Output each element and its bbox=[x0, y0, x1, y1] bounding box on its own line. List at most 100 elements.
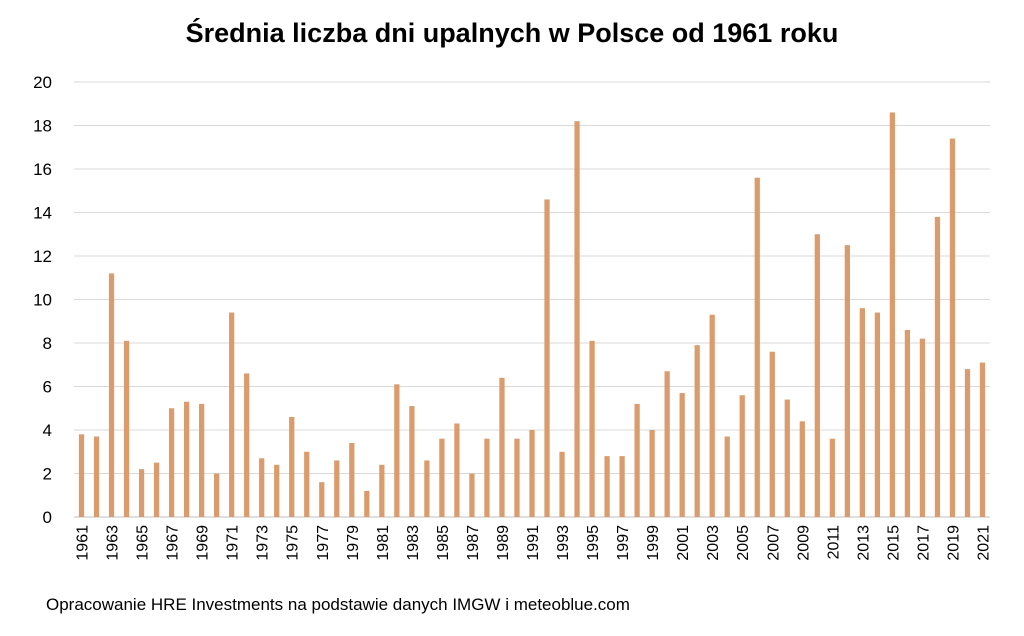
x-tick-label: 1977 bbox=[315, 525, 332, 561]
x-tick-label: 1969 bbox=[195, 525, 212, 561]
bar-1984 bbox=[424, 460, 430, 517]
y-tick-label: 6 bbox=[43, 378, 52, 397]
bar-1994 bbox=[574, 121, 580, 518]
bar-1962 bbox=[93, 436, 100, 517]
bar-2013 bbox=[859, 308, 865, 517]
bar-1976 bbox=[304, 451, 310, 517]
x-tick-label: 2017 bbox=[915, 525, 932, 561]
bar-1972 bbox=[244, 373, 250, 517]
y-tick-label: 18 bbox=[33, 117, 52, 136]
bar-1982 bbox=[394, 384, 400, 517]
y-axis-ticks: 0 2 4 6 8 10 12 14 16 18 20 bbox=[33, 73, 52, 527]
bar-1997 bbox=[619, 456, 625, 517]
bar-2012 bbox=[844, 245, 850, 517]
x-tick-label: 1989 bbox=[495, 525, 512, 561]
x-tick-label: 1983 bbox=[405, 525, 422, 561]
bar-1983 bbox=[409, 406, 415, 517]
chart-title: Średnia liczba dni upalnych w Polsce od … bbox=[185, 18, 839, 48]
bar-1989 bbox=[499, 377, 505, 517]
y-tick-label: 10 bbox=[33, 291, 52, 310]
bar-2006 bbox=[754, 177, 760, 517]
y-tick-label: 16 bbox=[33, 160, 52, 179]
bar-1996 bbox=[604, 456, 610, 517]
x-tick-label: 2005 bbox=[735, 525, 752, 561]
bar-1965 bbox=[138, 469, 145, 517]
y-tick-label: 2 bbox=[43, 465, 52, 484]
bar-1979 bbox=[349, 443, 355, 517]
bar-1990 bbox=[514, 438, 520, 517]
bar-1974 bbox=[274, 464, 280, 517]
source-note: Opracowanie HRE Investments na podstawie… bbox=[46, 595, 630, 614]
x-tick-label: 2013 bbox=[855, 525, 872, 561]
bar-1993 bbox=[559, 451, 565, 517]
y-tick-label: 8 bbox=[43, 334, 52, 353]
x-tick-label: 1987 bbox=[465, 525, 482, 561]
bar-1998 bbox=[634, 403, 640, 517]
bar-1992 bbox=[544, 199, 550, 517]
x-tick-label: 2019 bbox=[945, 525, 962, 561]
x-tick-label: 1961 bbox=[75, 525, 92, 561]
bar-1963 bbox=[108, 273, 115, 517]
bar-1977 bbox=[319, 482, 325, 517]
bar-2007 bbox=[769, 351, 775, 517]
x-tick-label: 2007 bbox=[765, 525, 782, 561]
x-tick-label: 1993 bbox=[555, 525, 572, 561]
bar-2005 bbox=[739, 395, 745, 517]
bar-1970 bbox=[214, 473, 220, 517]
x-tick-label: 1971 bbox=[225, 525, 242, 561]
x-tick-label: 1975 bbox=[285, 525, 302, 561]
x-tick-label: 1997 bbox=[615, 525, 632, 561]
bar-1986 bbox=[454, 423, 460, 517]
x-tick-label: 1967 bbox=[165, 525, 182, 561]
bar-2018 bbox=[934, 216, 941, 517]
bar-2019 bbox=[949, 138, 956, 518]
bar-2001 bbox=[679, 393, 685, 517]
bar-1999 bbox=[649, 430, 655, 517]
bar-2002 bbox=[694, 345, 700, 517]
y-tick-label: 12 bbox=[33, 247, 52, 266]
x-tick-label: 1985 bbox=[435, 525, 452, 561]
bar-1988 bbox=[484, 438, 490, 517]
bar-2014 bbox=[874, 312, 881, 517]
bar-2003 bbox=[709, 314, 715, 517]
bar-2004 bbox=[724, 436, 730, 517]
bar-2008 bbox=[784, 399, 790, 517]
x-tick-label: 1965 bbox=[135, 525, 152, 561]
bar-2021 bbox=[979, 362, 986, 517]
y-tick-label: 4 bbox=[43, 421, 52, 440]
x-tick-label: 1991 bbox=[525, 525, 542, 561]
bar-2000 bbox=[664, 371, 670, 517]
x-tick-label: 2021 bbox=[975, 525, 992, 561]
bar-1971 bbox=[229, 312, 235, 517]
x-tick-label: 1963 bbox=[105, 525, 122, 561]
bar-1967 bbox=[168, 408, 175, 517]
bar-1980 bbox=[364, 490, 370, 517]
bar-1991 bbox=[529, 430, 535, 517]
x-tick-label: 2001 bbox=[675, 525, 692, 561]
x-tick-label: 1981 bbox=[375, 525, 392, 561]
y-tick-label: 20 bbox=[33, 73, 52, 92]
x-tick-label: 2015 bbox=[885, 525, 902, 561]
bar-2015 bbox=[889, 112, 896, 517]
bar-1964 bbox=[123, 340, 130, 517]
bar-1975 bbox=[289, 416, 295, 517]
bar-1968 bbox=[183, 401, 190, 517]
bar-2009 bbox=[799, 421, 805, 517]
bars bbox=[78, 112, 986, 518]
bar-1969 bbox=[199, 403, 205, 517]
bar-2020 bbox=[964, 369, 971, 517]
bar-2011 bbox=[829, 438, 835, 517]
y-tick-label: 0 bbox=[43, 508, 52, 527]
x-tick-label: 1973 bbox=[255, 525, 272, 561]
bar-1961 bbox=[78, 434, 85, 517]
x-tick-label: 2003 bbox=[705, 525, 722, 561]
bar-1978 bbox=[334, 460, 340, 517]
x-tick-label: 1979 bbox=[345, 525, 362, 561]
y-tick-label: 14 bbox=[33, 204, 52, 223]
bar-2017 bbox=[919, 338, 926, 517]
bar-1973 bbox=[259, 458, 265, 517]
x-tick-label: 2009 bbox=[795, 525, 812, 561]
bar-1981 bbox=[379, 464, 385, 517]
x-tick-label: 1995 bbox=[585, 525, 602, 561]
